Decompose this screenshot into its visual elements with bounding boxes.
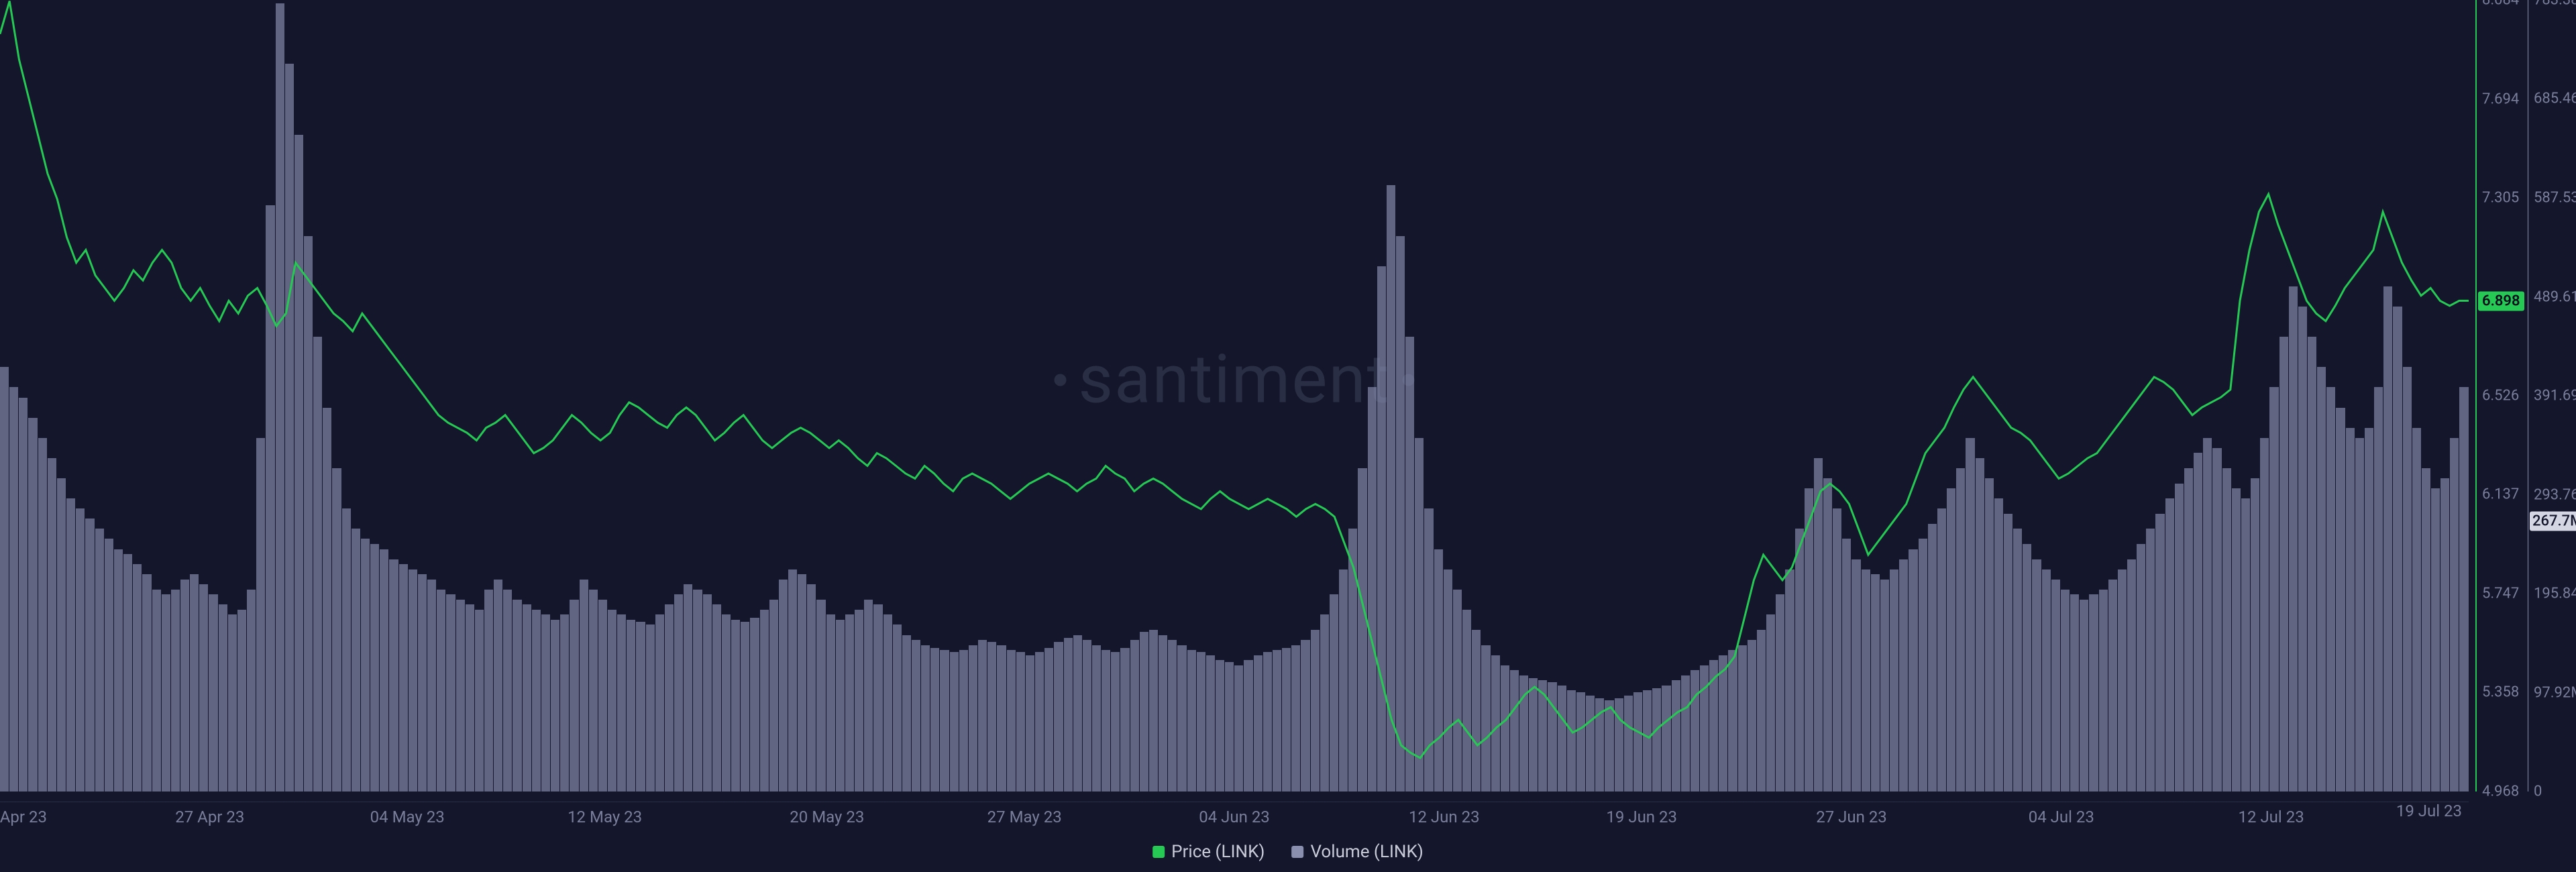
chart-container: santiment 19 Apr 2327 Apr 2304 May 2312 … xyxy=(0,0,2576,872)
legend-item-price[interactable]: Price (LINK) xyxy=(1152,842,1265,862)
x-tick: 04 Jun 23 xyxy=(1199,808,1270,826)
y-axis-volume: 097.92M195.84M293.76M391.69M489.61M587.5… xyxy=(2528,0,2576,792)
x-tick: 12 May 23 xyxy=(568,808,642,826)
x-tick: 27 Apr 23 xyxy=(175,808,244,826)
legend-item-volume[interactable]: Volume (LINK) xyxy=(1291,842,1423,862)
legend: Price (LINK) Volume (LINK) xyxy=(1152,842,1424,862)
current-price-badge: 6.898 xyxy=(2478,292,2524,311)
y-price-tick: 4.968 xyxy=(2482,783,2519,800)
y-volume-tick: 97.92M xyxy=(2534,684,2576,701)
legend-swatch-price xyxy=(1152,846,1165,858)
legend-swatch-volume xyxy=(1291,846,1303,858)
y-volume-tick: 0 xyxy=(2534,783,2542,800)
y-volume-tick: 685.46M xyxy=(2534,91,2576,107)
y-price-tick: 7.694 xyxy=(2482,91,2519,107)
x-axis-end-label: 19 Jul 23 xyxy=(2396,802,2462,820)
volume-bars xyxy=(0,0,2469,792)
y-volume-tick: 489.61M xyxy=(2534,288,2576,305)
x-tick: 19 Apr 23 xyxy=(0,808,47,826)
x-tick: 20 May 23 xyxy=(790,808,864,826)
y-price-tick: 5.358 xyxy=(2482,684,2519,701)
y-price-tick: 8.084 xyxy=(2482,0,2519,9)
y-price-tick: 6.137 xyxy=(2482,486,2519,503)
x-axis: 19 Apr 2327 Apr 2304 May 2312 May 2320 M… xyxy=(0,802,2469,822)
x-tick: 27 May 23 xyxy=(987,808,1062,826)
y-volume-tick: 293.76M xyxy=(2534,486,2576,503)
y-axis-price: 4.9685.3585.7476.1376.5266.8987.3057.694… xyxy=(2475,0,2522,792)
x-tick: 04 May 23 xyxy=(370,808,445,826)
y-price-tick: 7.305 xyxy=(2482,190,2519,207)
y-volume-tick: 783.38M xyxy=(2534,0,2576,9)
legend-label-volume: Volume (LINK) xyxy=(1310,842,1423,862)
x-tick: 27 Jun 23 xyxy=(1816,808,1887,826)
x-tick: 12 Jul 23 xyxy=(2239,808,2304,826)
x-tick: 04 Jul 23 xyxy=(2029,808,2094,826)
current-volume-badge: 267.7M xyxy=(2530,511,2576,531)
y-volume-tick: 391.69M xyxy=(2534,388,2576,404)
plot-area[interactable]: santiment xyxy=(0,0,2469,792)
y-price-tick: 5.747 xyxy=(2482,586,2519,602)
x-tick: 19 Jun 23 xyxy=(1606,808,1677,826)
x-tick: 12 Jun 23 xyxy=(1409,808,1480,826)
y-volume-tick: 195.84M xyxy=(2534,586,2576,602)
legend-label-price: Price (LINK) xyxy=(1171,842,1265,862)
y-volume-tick: 587.53M xyxy=(2534,190,2576,207)
y-price-tick: 6.526 xyxy=(2482,388,2519,404)
